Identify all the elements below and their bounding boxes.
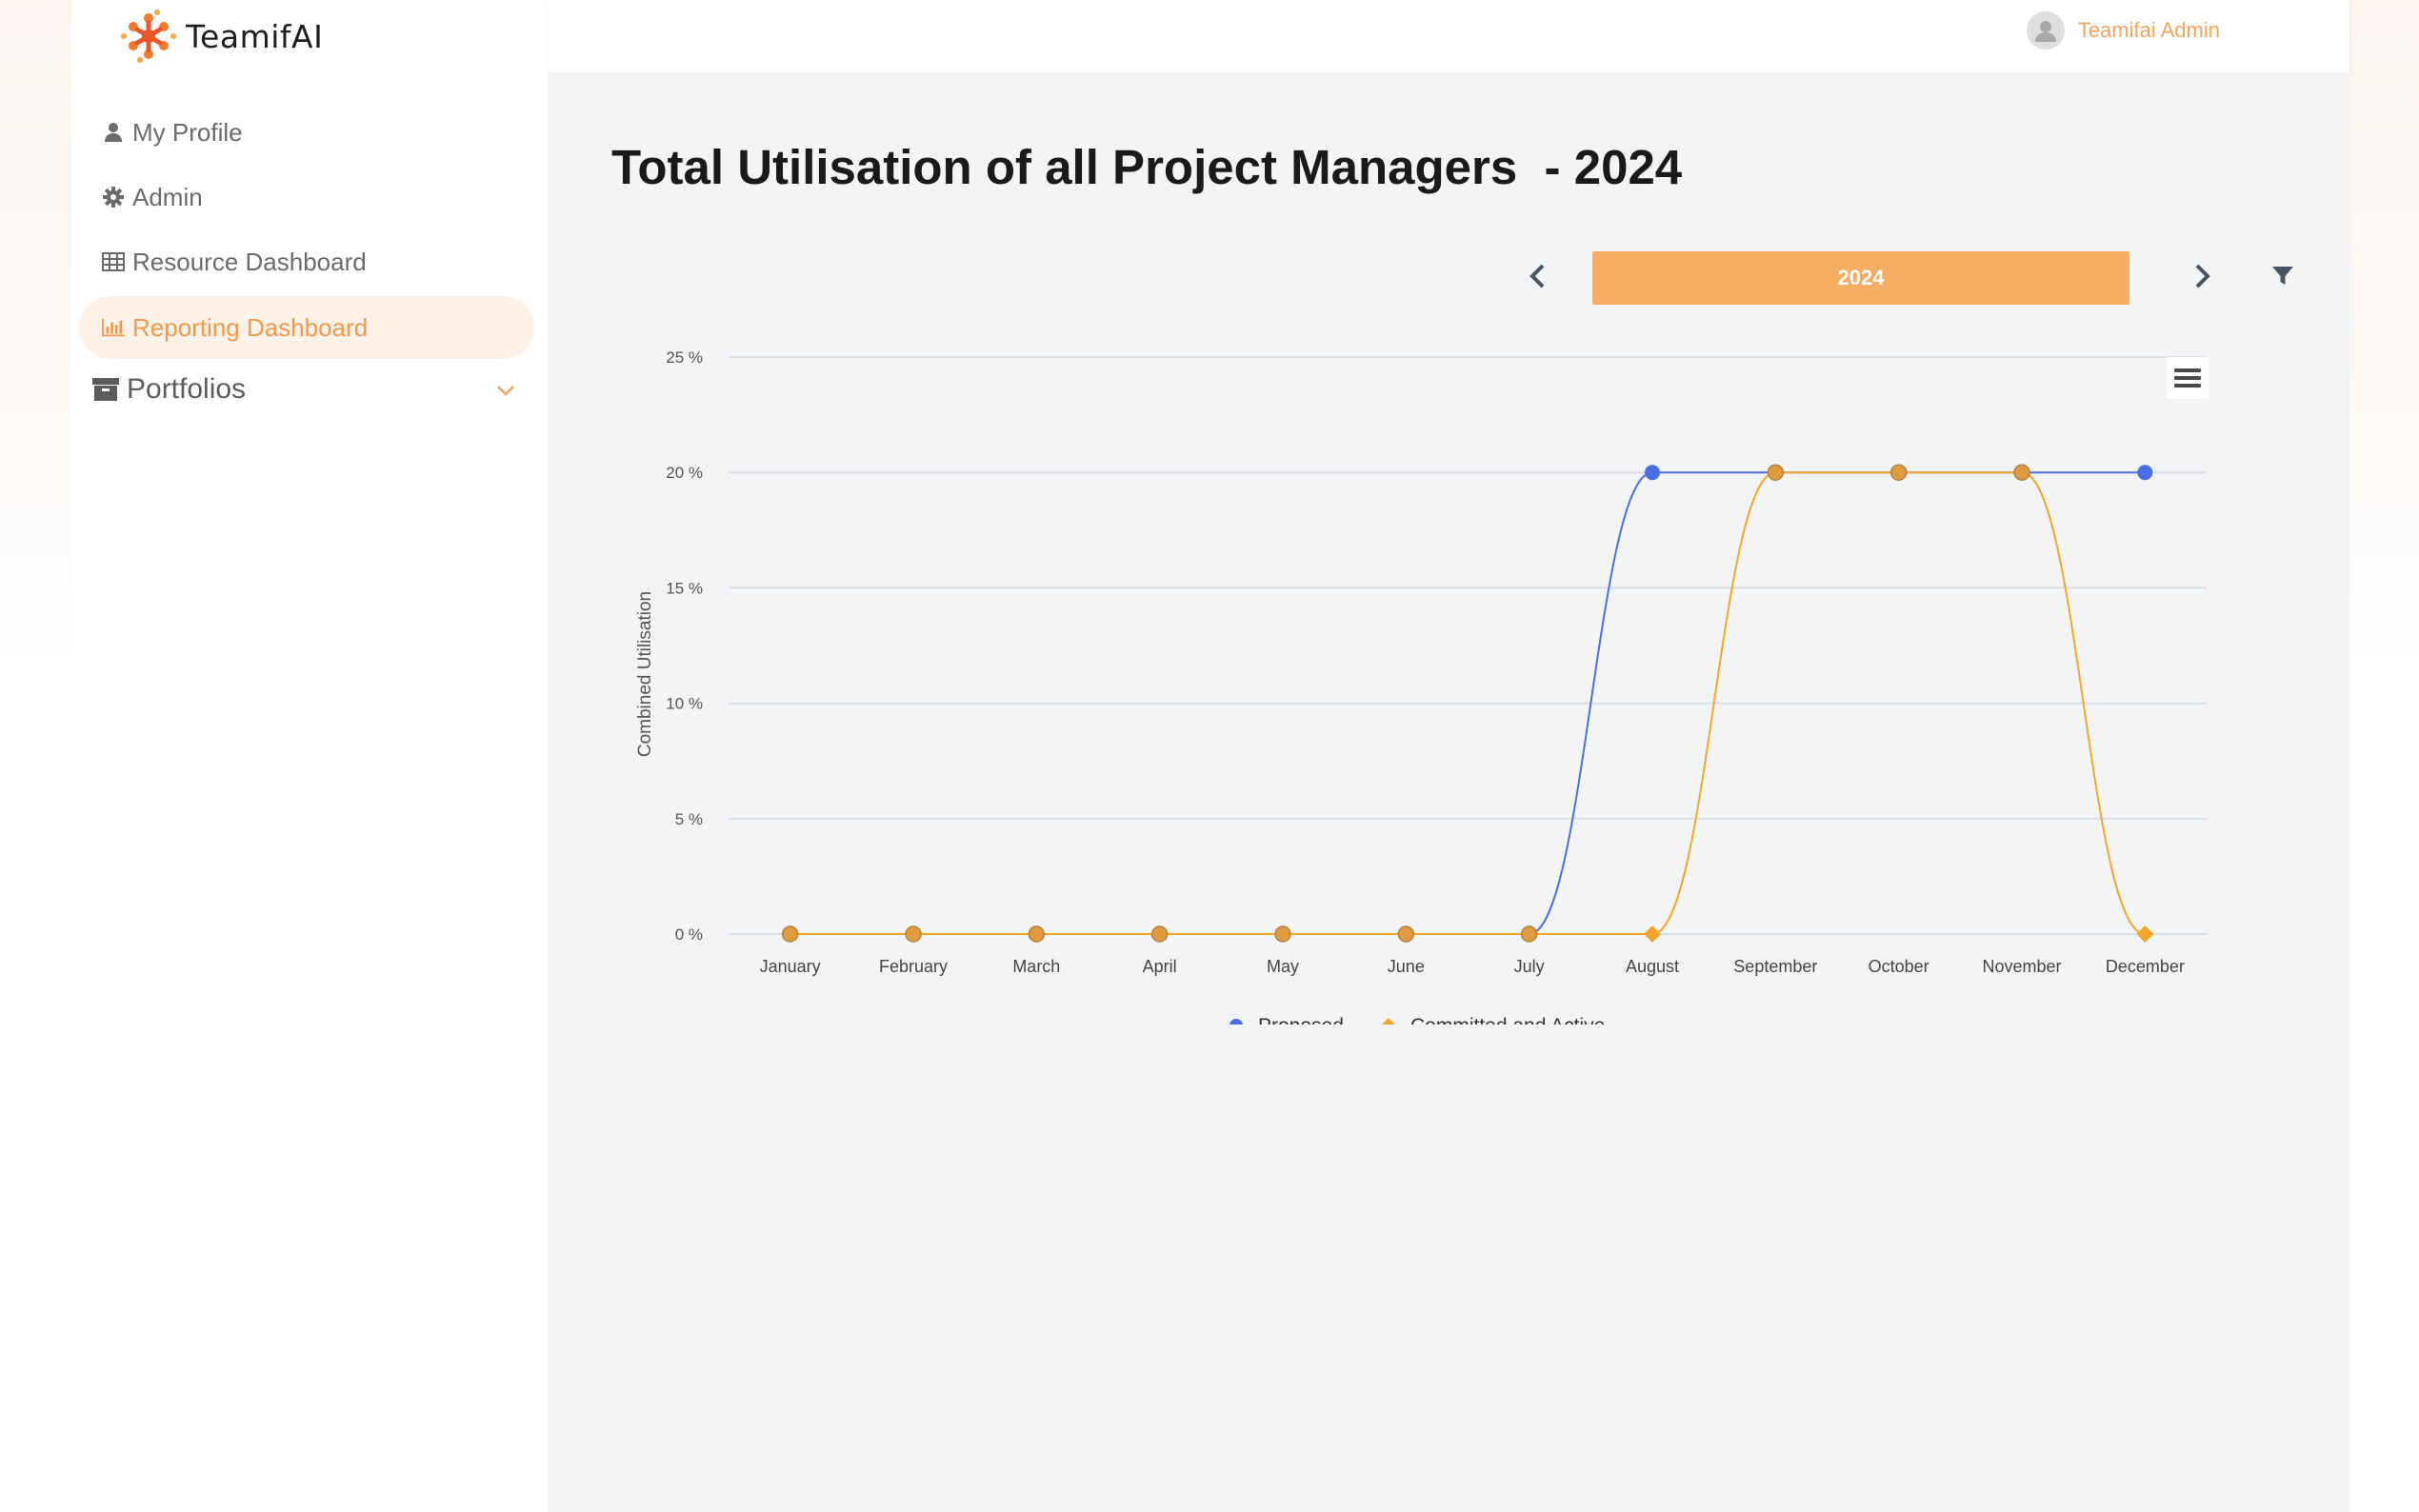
- app-logo[interactable]: TeamifAI: [119, 6, 323, 67]
- background-gradient-left: [0, 0, 71, 666]
- avatar: [2026, 11, 2065, 50]
- hamburger-menu-icon: [2174, 368, 2201, 388]
- chevron-left-icon: [1529, 264, 1545, 288]
- x-tick-label: July: [1514, 957, 1545, 976]
- committed-point: [905, 925, 922, 943]
- x-tick-label: May: [1267, 957, 1299, 976]
- year-selector[interactable]: 2024: [1592, 251, 2129, 305]
- top-bar: Teamifai Admin: [548, 0, 2349, 72]
- committed-point: [1644, 925, 1661, 943]
- proposed-point: [2137, 465, 2153, 481]
- chart-menu-button[interactable]: [2167, 357, 2209, 399]
- archive-icon: [92, 376, 119, 403]
- chevron-right-icon: [2195, 264, 2210, 288]
- bar-chart-icon: [102, 316, 125, 339]
- committed-point: [1274, 925, 1291, 943]
- legend-marker-committed: [1382, 1018, 1395, 1025]
- legend-label-committed: Committed and Active: [1410, 1015, 1605, 1025]
- committed-point: [2013, 464, 2030, 481]
- x-tick-label: April: [1143, 957, 1177, 976]
- committed-point: [1520, 925, 1538, 943]
- background-gradient-right: [2349, 0, 2419, 666]
- proposed-point: [1645, 465, 1660, 481]
- x-tick-label: February: [879, 957, 948, 976]
- sidebar-item-resource-dashboard[interactable]: Resource Dashboard: [79, 230, 534, 293]
- sidebar-item-my-profile[interactable]: My Profile: [79, 101, 534, 164]
- y-axis-label: Combined Utilisation: [635, 591, 655, 757]
- y-tick-label: 25 %: [666, 348, 703, 367]
- sidebar-item-admin[interactable]: Admin: [79, 166, 534, 229]
- page-title: Total Utilisation of all Project Manager…: [611, 140, 1683, 194]
- legend-label-proposed: Proposed: [1258, 1015, 1344, 1025]
- user-icon: [102, 121, 125, 144]
- x-tick-label: August: [1626, 957, 1679, 976]
- user-name: Teamifai Admin: [2077, 18, 2220, 42]
- y-tick-label: 15 %: [666, 579, 703, 597]
- committed-point: [1889, 464, 1908, 481]
- sidebar: TeamifAI My Profile Admin Resource Dashb…: [71, 0, 548, 1512]
- sidebar-item-label: My Profile: [132, 117, 243, 147]
- x-tick-label: November: [1982, 957, 2061, 976]
- chart-legend: Proposed Committed and Active: [1229, 1015, 1605, 1025]
- sidebar-item-label: Admin: [132, 182, 203, 211]
- y-tick-label: 20 %: [666, 464, 703, 482]
- x-tick-label: January: [760, 957, 821, 976]
- sidebar-item-portfolios[interactable]: Portfolios: [79, 358, 534, 421]
- committed-point: [781, 925, 799, 943]
- y-tick-label: 10 %: [666, 695, 703, 713]
- previous-year-button[interactable]: [1518, 257, 1556, 295]
- next-year-button[interactable]: [2184, 257, 2222, 295]
- legend-marker-proposed: [1229, 1019, 1243, 1025]
- x-tick-label: March: [1012, 957, 1060, 976]
- filter-icon: [2272, 267, 2293, 285]
- user-menu[interactable]: Teamifai Admin: [2026, 11, 2220, 50]
- teamifai-logo-icon: [121, 10, 176, 63]
- x-tick-label: October: [1869, 957, 1929, 976]
- committed-point: [1767, 464, 1785, 481]
- chevron-down-icon[interactable]: [494, 379, 517, 402]
- gear-icon: [102, 186, 125, 209]
- committed-point: [1028, 925, 1046, 943]
- main-content: Total Utilisation of all Project Manager…: [548, 72, 2349, 1512]
- x-tick-label: December: [2106, 957, 2185, 976]
- sidebar-item-label: Resource Dashboard: [132, 247, 367, 276]
- utilisation-chart: 0 % 5 % 10 % 15 % 20 % 25 % January February Mar…: [635, 348, 2207, 1025]
- app-name: TeamifAI: [186, 17, 324, 55]
- table-icon: [102, 250, 125, 273]
- x-tick-label: September: [1733, 957, 1817, 976]
- sidebar-item-label: Reporting Dashboard: [132, 312, 369, 342]
- committed-point: [1397, 925, 1415, 943]
- sidebar-item-reporting-dashboard[interactable]: Reporting Dashboard: [79, 296, 534, 359]
- filter-button[interactable]: [2264, 257, 2302, 295]
- x-tick-label: June: [1388, 957, 1425, 976]
- sidebar-item-label: Portfolios: [127, 373, 247, 405]
- series-line-1: [790, 471, 2146, 936]
- y-tick-label: 5 %: [675, 810, 703, 828]
- committed-point: [2136, 925, 2154, 943]
- committed-point: [1150, 925, 1169, 943]
- y-tick-label: 0 %: [675, 925, 703, 944]
